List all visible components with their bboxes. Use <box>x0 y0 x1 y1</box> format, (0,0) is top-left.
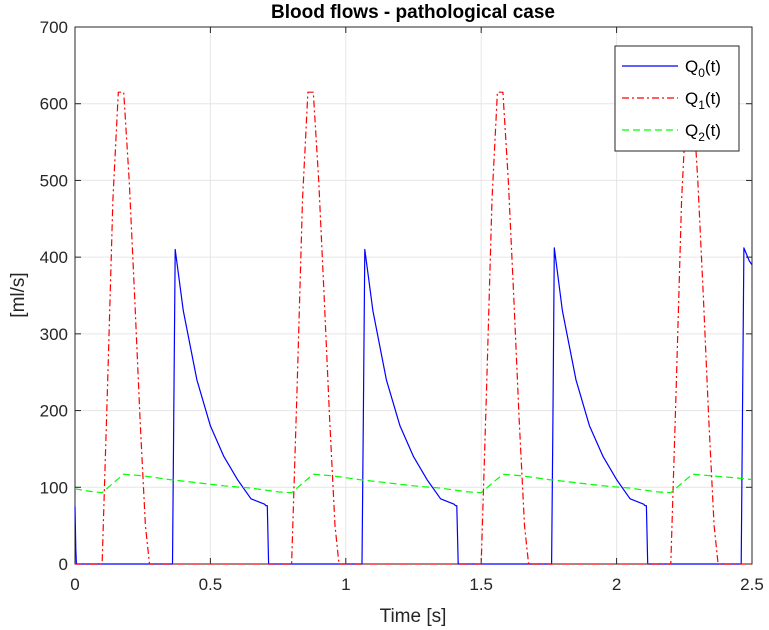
axes-ticks: 0 0.5 1 1.5 2 2.5 0 100 200 300 400 500 600 700 <box>40 18 764 594</box>
x-tick-label: 1 <box>341 575 350 594</box>
legend: Q0(t) Q1(t) Q2(t) <box>614 45 740 152</box>
x-tick-label: 0 <box>70 575 79 594</box>
y-tick-label: 700 <box>40 18 68 37</box>
legend-items: Q0(t) Q1(t) Q2(t) <box>622 57 721 144</box>
y-tick-label: 500 <box>40 171 68 190</box>
x-axis-label: Time [s] <box>380 606 447 627</box>
y-axis-label: [ml/s] <box>8 272 29 317</box>
y-tick-label: 600 <box>40 95 68 114</box>
y-tick-label: 100 <box>40 478 68 497</box>
legend-label-q0: Q0(t) <box>685 57 721 80</box>
chart-title: Blood flows - pathological case <box>271 2 555 23</box>
series-line-q2 <box>74 473 753 494</box>
series-line-q0 <box>74 247 753 565</box>
x-tick-label: 2 <box>612 575 621 594</box>
x-tick-label: 0.5 <box>199 575 223 594</box>
y-tick-label: 0 <box>59 555 68 574</box>
y-tick-label: 200 <box>40 402 68 421</box>
plot-frame <box>74 26 753 565</box>
y-tick-label: 400 <box>40 248 68 267</box>
legend-label-q2: Q2(t) <box>685 121 721 144</box>
x-tick-label: 2.5 <box>740 575 764 594</box>
legend-label-q1: Q1(t) <box>685 89 721 112</box>
x-tick-label: 1.5 <box>469 575 493 594</box>
y-tick-label: 300 <box>40 325 68 344</box>
